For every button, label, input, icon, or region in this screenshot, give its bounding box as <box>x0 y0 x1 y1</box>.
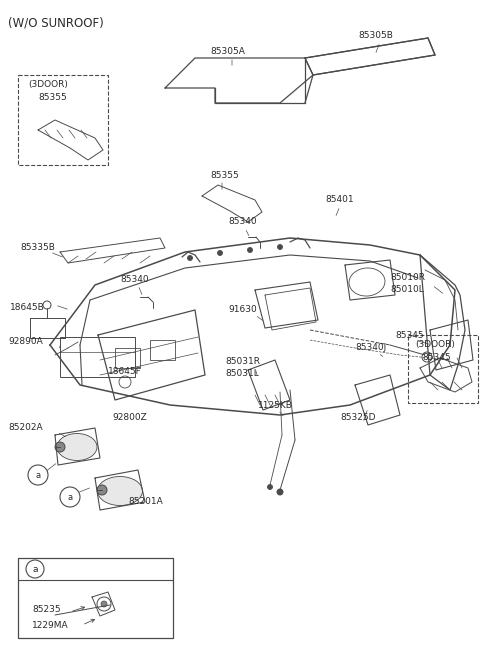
Text: 85335B: 85335B <box>20 244 55 252</box>
Text: 85235: 85235 <box>32 605 60 614</box>
Text: 85340J: 85340J <box>355 343 386 352</box>
Text: 85345: 85345 <box>422 354 451 362</box>
Circle shape <box>277 489 283 495</box>
Text: a: a <box>32 565 38 574</box>
Text: 1125KB: 1125KB <box>258 400 293 409</box>
Text: 85401: 85401 <box>325 195 354 204</box>
Text: (3DOOR): (3DOOR) <box>28 81 68 90</box>
Text: 1229MA: 1229MA <box>32 620 69 629</box>
Text: 85202A: 85202A <box>8 424 43 432</box>
Circle shape <box>188 255 192 261</box>
Bar <box>60 337 135 377</box>
Text: 18645F: 18645F <box>108 367 142 377</box>
Text: 18645B: 18645B <box>10 303 45 312</box>
Text: a: a <box>36 470 41 479</box>
Text: 85355: 85355 <box>210 170 239 179</box>
Text: 92800Z: 92800Z <box>112 413 147 422</box>
Bar <box>18 558 173 638</box>
Text: (W/O SUNROOF): (W/O SUNROOF) <box>8 16 104 29</box>
Text: a: a <box>67 493 72 502</box>
Text: 85355: 85355 <box>38 92 67 102</box>
Bar <box>115 348 140 368</box>
Text: 91630: 91630 <box>228 305 257 314</box>
Text: 92890A: 92890A <box>8 337 43 346</box>
Text: 85345: 85345 <box>395 331 424 339</box>
Text: 85031R: 85031R <box>225 358 260 367</box>
Circle shape <box>97 485 107 495</box>
Text: 85201A: 85201A <box>128 498 163 506</box>
Text: 85305B: 85305B <box>358 31 393 41</box>
Circle shape <box>267 485 273 489</box>
Text: 85010L: 85010L <box>390 286 424 295</box>
Bar <box>408 335 478 403</box>
Circle shape <box>277 244 283 250</box>
Text: 85031L: 85031L <box>225 369 259 377</box>
Circle shape <box>217 250 223 255</box>
Bar <box>18 75 108 165</box>
Ellipse shape <box>57 434 97 460</box>
Text: 85325D: 85325D <box>340 413 375 422</box>
Text: 85010R: 85010R <box>390 274 425 282</box>
Circle shape <box>248 248 252 252</box>
Circle shape <box>55 442 65 452</box>
Text: 85305A: 85305A <box>210 48 245 56</box>
Circle shape <box>101 601 107 607</box>
Text: (3DOOR): (3DOOR) <box>415 341 455 350</box>
Bar <box>150 340 175 360</box>
Text: 85340: 85340 <box>228 217 257 227</box>
Ellipse shape <box>97 476 143 506</box>
Text: 85340: 85340 <box>120 276 149 284</box>
